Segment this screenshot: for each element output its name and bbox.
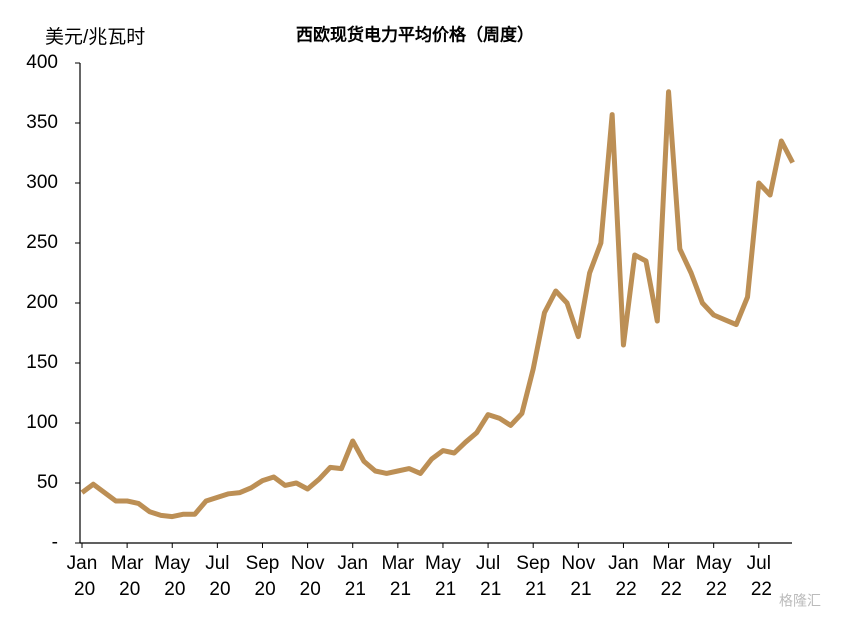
x-tick-label: Mar 22: [652, 553, 685, 600]
x-tick-label: Sep 21: [516, 553, 550, 600]
y-tick-label: 150: [26, 352, 58, 373]
x-tick-label: Jul 20: [204, 553, 230, 600]
x-tick-label: Jan 21: [337, 553, 368, 600]
x-tick-label: Mar 21: [381, 553, 414, 600]
line-series: [80, 89, 795, 520]
y-tick-label: 400: [26, 52, 58, 73]
x-tick-label: Nov 21: [561, 553, 595, 600]
watermark: 格隆汇: [779, 593, 821, 609]
x-tick-label: Jul 21: [475, 553, 501, 600]
x-tick-label: Mar 20: [111, 553, 144, 600]
y-tick-label: -: [52, 532, 58, 553]
y-tick-label: 200: [26, 292, 58, 313]
x-tick-label: May 22: [696, 553, 732, 600]
x-tick-label: Jan 22: [608, 553, 639, 600]
x-tick-label: Sep 20: [246, 553, 280, 600]
x-tick-label: Jul 22: [746, 553, 772, 600]
y-tick-label: 300: [26, 172, 58, 193]
x-tick-label: May 21: [425, 553, 461, 600]
x-tick-label: Nov 20: [291, 553, 325, 600]
x-tick-label: May 20: [154, 553, 190, 600]
chart-title: 西欧现货电力平均价格（周度）: [296, 24, 534, 44]
y-axis-label: 美元/兆瓦时: [45, 26, 145, 48]
x-tick-label: Jan 20: [67, 553, 98, 600]
y-tick-label: 50: [37, 472, 58, 493]
y-tick-label: 250: [26, 232, 58, 253]
y-tick-label: 100: [26, 412, 58, 433]
y-tick-label: 350: [26, 112, 58, 133]
